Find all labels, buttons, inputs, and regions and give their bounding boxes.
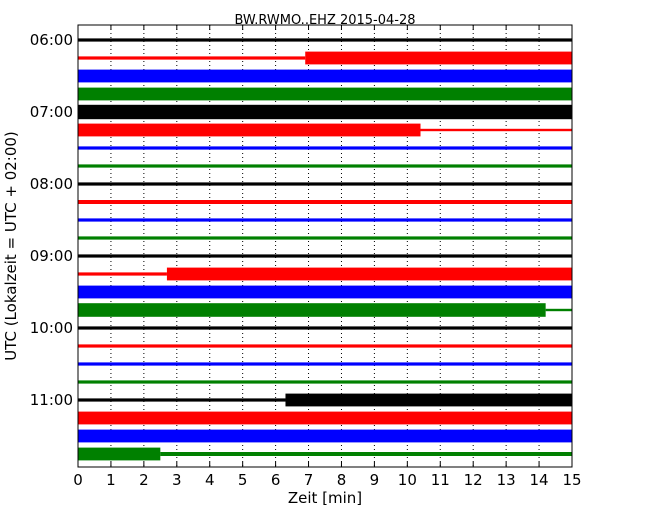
- x-tick-label: 10: [398, 471, 417, 489]
- trace-segment: [78, 326, 572, 330]
- trace: [78, 344, 572, 348]
- trace-segment: [420, 128, 572, 132]
- trace-segment: [78, 104, 572, 120]
- trace: [78, 104, 572, 120]
- x-tick-label: 1: [106, 471, 116, 489]
- trace-segment: [78, 38, 572, 42]
- x-tick-label: 2: [139, 471, 149, 489]
- trace: [78, 303, 572, 317]
- y-tick-label: 09:00: [30, 247, 73, 265]
- x-axis-ticks: 0 1 2 3 4 5 6 7 8 9 10 11 12 13 14 15: [73, 25, 582, 489]
- trace: [78, 236, 572, 240]
- trace-segment: [78, 411, 572, 425]
- trace: [78, 218, 572, 222]
- trace: [78, 200, 572, 204]
- chart-title: BW.RWMO..EHZ 2015-04-28: [234, 13, 415, 28]
- trace-segment: [78, 69, 572, 83]
- trace: [78, 362, 572, 366]
- trace: [78, 285, 572, 299]
- trace-segment: [78, 398, 286, 402]
- trace-segment: [78, 123, 421, 137]
- trace: [78, 87, 572, 101]
- trace-segment: [78, 146, 572, 150]
- x-tick-label: 0: [73, 471, 83, 489]
- x-tick-label: 11: [431, 471, 450, 489]
- x-tick-label: 12: [464, 471, 483, 489]
- trace-segment: [78, 164, 572, 168]
- x-tick-label: 8: [337, 471, 347, 489]
- trace-segment: [78, 87, 572, 101]
- trace: [78, 182, 572, 186]
- y-tick-label: 11:00: [30, 391, 73, 409]
- trace-segment: [78, 429, 572, 443]
- trace: [78, 326, 572, 330]
- trace-segment: [78, 362, 572, 366]
- trace-segment: [78, 182, 572, 186]
- trace: [78, 380, 572, 384]
- x-tick-label: 6: [271, 471, 281, 489]
- trace: [78, 51, 572, 65]
- grid-lines: [110, 25, 540, 467]
- trace-segment: [78, 344, 572, 348]
- trace-segment: [78, 56, 306, 60]
- trace-segment: [78, 303, 546, 317]
- x-tick-label: 7: [304, 471, 314, 489]
- x-tick-label: 3: [172, 471, 182, 489]
- trace-segment: [78, 200, 572, 204]
- trace-segment: [78, 447, 161, 461]
- trace: [78, 411, 572, 425]
- trace-segment: [78, 380, 572, 384]
- trace: [78, 146, 572, 150]
- y-axis-label: UTC (Lokalzeit = UTC + 02:00): [2, 131, 20, 361]
- y-tick-label: 08:00: [30, 175, 73, 193]
- y-tick-label: 10:00: [30, 319, 73, 337]
- trace-group: [78, 38, 573, 461]
- x-tick-label: 4: [205, 471, 215, 489]
- trace-segment: [285, 393, 572, 407]
- x-tick-label: 14: [530, 471, 549, 489]
- trace-segment: [160, 452, 573, 456]
- y-tick-label: 07:00: [30, 103, 73, 121]
- trace: [78, 123, 572, 137]
- trace-segment: [166, 267, 573, 281]
- trace-segment: [305, 51, 572, 65]
- trace: [78, 447, 573, 461]
- x-tick-label: 9: [370, 471, 380, 489]
- x-tick-label: 13: [497, 471, 516, 489]
- trace-segment: [78, 236, 572, 240]
- y-axis-ticks: 06:00 07:00 08:00 09:00 10:00 11:00: [30, 31, 572, 409]
- trace: [78, 267, 573, 281]
- trace: [78, 69, 572, 83]
- trace: [78, 393, 572, 407]
- trace-segment: [78, 254, 572, 258]
- trace-segment: [78, 285, 572, 299]
- trace: [78, 38, 572, 42]
- trace: [78, 164, 572, 168]
- trace: [78, 254, 572, 258]
- x-axis-label: Zeit [min]: [288, 489, 362, 507]
- y-tick-label: 06:00: [30, 31, 73, 49]
- x-tick-label: 5: [238, 471, 248, 489]
- trace-segment: [78, 272, 167, 276]
- trace-segment: [78, 218, 572, 222]
- x-tick-label: 15: [562, 471, 581, 489]
- trace-segment: [545, 308, 572, 312]
- trace: [78, 429, 572, 443]
- plot-frame: [77, 24, 573, 468]
